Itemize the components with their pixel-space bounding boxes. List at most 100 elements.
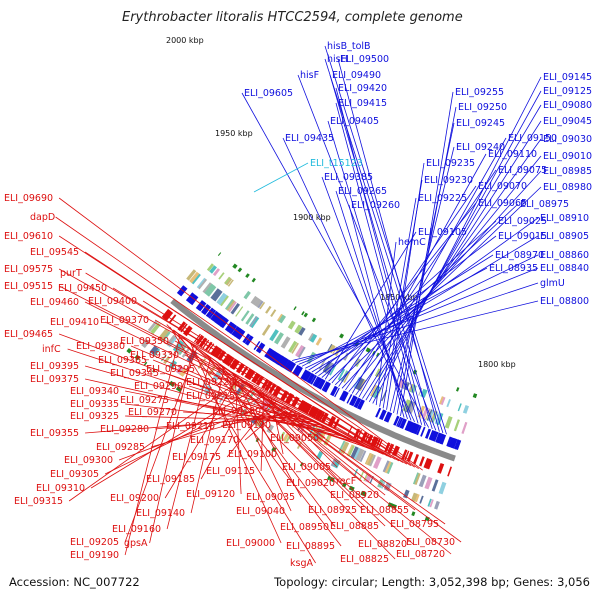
gene-label[interactable]: ELI_09260	[351, 200, 400, 211]
gene-label[interactable]: ELI_09105	[418, 227, 467, 238]
gene-label[interactable]: ELI_09170	[190, 435, 239, 446]
gene-label[interactable]: ELI_09415	[338, 98, 387, 109]
gene-label[interactable]: ELI_09300	[64, 455, 113, 466]
gene-label[interactable]: ELI_09010	[543, 151, 592, 162]
gene-label[interactable]: ELI_09130	[222, 420, 271, 431]
gene-label[interactable]: dapD	[30, 212, 55, 223]
gene-label[interactable]: ELI_09290	[134, 381, 183, 392]
gene-label[interactable]: purT	[60, 268, 82, 279]
gene-label[interactable]: hisF	[300, 70, 319, 81]
gene-label[interactable]: ELI_09310	[36, 483, 85, 494]
gene-label[interactable]: ELI_09395	[30, 361, 79, 372]
gene-label[interactable]: ELI_09250	[458, 102, 507, 113]
gene-label[interactable]: ELI_09315	[14, 496, 63, 507]
gene-label[interactable]: ELI_09115	[206, 466, 255, 477]
gene-label[interactable]: ELI_09355	[30, 428, 79, 439]
gene-label[interactable]: ELI_09265	[338, 186, 387, 197]
gene-label[interactable]: hisB_tolB	[327, 41, 371, 52]
gene-label[interactable]: ELI_09030	[543, 134, 592, 145]
gene-label[interactable]: ELI_09230	[424, 175, 473, 186]
gene-label[interactable]: ELI_09460	[30, 297, 79, 308]
gene-label[interactable]: ELI_08905	[540, 231, 589, 242]
gene-label[interactable]: ELI_09240	[456, 142, 505, 153]
gene-label[interactable]: ELI_08895	[286, 541, 335, 552]
gene-label[interactable]: glmU	[540, 278, 565, 289]
gene-label[interactable]: ELI_08720	[396, 549, 445, 560]
gene-label[interactable]: ELI_09150	[508, 133, 557, 144]
gene-label[interactable]: ELI_09220	[186, 377, 235, 388]
gene-label[interactable]: ELI_09280	[100, 424, 149, 435]
gene-label[interactable]: ELI_09140	[136, 508, 185, 519]
gene-label[interactable]: ELI_09500	[340, 54, 389, 65]
gene-label[interactable]: ELI_09420	[338, 83, 387, 94]
gene-label[interactable]: ELI_09210	[166, 421, 215, 432]
gene-label[interactable]: ELI_09450	[58, 283, 107, 294]
gene-label[interactable]: ELI_09435	[285, 133, 334, 144]
gene-label[interactable]: ELI_09405	[330, 116, 379, 127]
gene-label[interactable]: ELI_09015	[498, 231, 547, 242]
gene-label[interactable]: ELI_08975	[520, 199, 569, 210]
gene-label[interactable]: ELI_09515	[4, 281, 53, 292]
gene-label[interactable]: ELI_09200	[110, 493, 159, 504]
gene-label[interactable]: ELI_09400	[88, 296, 137, 307]
gene-label[interactable]: ELI_08800	[540, 296, 589, 307]
gene-label[interactable]: ELI_09465	[4, 329, 53, 340]
gene-label[interactable]: ELI_09325	[70, 411, 119, 422]
gene-label[interactable]: ELI_09205	[70, 537, 119, 548]
gene-label[interactable]: ELI_t15123	[310, 158, 363, 169]
gene-label[interactable]: hemC	[398, 237, 426, 248]
gene-label[interactable]: ELI_09185	[146, 474, 195, 485]
gene-label[interactable]: ELI_09270	[128, 407, 177, 418]
gene-label[interactable]: ELI_09000	[226, 538, 275, 549]
gene-label[interactable]: hisH	[327, 54, 348, 65]
gene-label[interactable]: ELI_08910	[540, 213, 589, 224]
gene-label[interactable]: ELI_09575	[4, 264, 53, 275]
gene-label[interactable]: ELI_09380	[76, 341, 125, 352]
gene-label[interactable]: ELI_09365	[98, 355, 147, 366]
gene-label[interactable]: ELI_09020	[286, 478, 335, 489]
gene-label[interactable]: ELI_09340	[70, 386, 119, 397]
gene-label[interactable]: gpsA	[124, 538, 148, 549]
gene-label[interactable]: ELI_08825	[340, 554, 389, 565]
gene-label[interactable]: ELI_09545	[30, 247, 79, 258]
gene-label[interactable]: ELI_09255	[455, 87, 504, 98]
gene-label[interactable]: ELI_09285	[96, 442, 145, 453]
gene-label[interactable]: ELI_08985	[543, 166, 592, 177]
gene-label[interactable]: ELI_09045	[543, 116, 592, 127]
gene-label[interactable]: ELI_09610	[4, 231, 53, 242]
gene-label[interactable]: ELI_09275	[120, 395, 169, 406]
gene-label[interactable]: ELI_08920	[330, 490, 379, 501]
gene-label[interactable]: ELI_08855	[360, 505, 409, 516]
gene-label[interactable]: ELI_09245	[456, 118, 505, 129]
gene-label[interactable]: ELI_08970	[495, 250, 544, 261]
gene-label[interactable]: ELI_08935	[489, 263, 538, 274]
gene-label[interactable]: ELI_08885	[330, 521, 379, 532]
gene-label[interactable]: ELI_09160	[112, 524, 161, 535]
gene-label[interactable]: ksgA	[290, 558, 313, 569]
gene-label[interactable]: ELI_09295	[146, 364, 195, 375]
gene-label[interactable]: ELI_09145	[543, 72, 592, 83]
gene-label[interactable]: ELI_09075	[498, 165, 547, 176]
gene-label[interactable]: ELI_09065	[478, 198, 527, 209]
gene-label[interactable]: ELI_08925	[308, 505, 357, 516]
gene-label[interactable]: ELI_09070	[478, 181, 527, 192]
gene-label[interactable]: ELI_08820	[358, 539, 407, 550]
gene-label[interactable]: ELI_09215	[186, 391, 235, 402]
gene-label[interactable]: ELI_08840	[540, 263, 589, 274]
gene-label[interactable]: ELI_09410	[50, 317, 99, 328]
gene-label[interactable]: ELI_09345	[110, 368, 159, 379]
gene-label[interactable]: ELI_09025	[498, 216, 547, 227]
gene-label[interactable]: infC	[42, 344, 61, 355]
gene-label[interactable]: ELI_09040	[236, 506, 285, 517]
gene-label[interactable]: ELI_09490	[332, 70, 381, 81]
gene-label[interactable]: ELI_09080	[543, 100, 592, 111]
gene-label[interactable]: ELI_09235	[426, 158, 475, 169]
gene-label[interactable]: ELI_09175	[172, 452, 221, 463]
gene-label[interactable]: ELI_09350	[120, 336, 169, 347]
gene-label[interactable]: ELI_09370	[100, 315, 149, 326]
gene-label[interactable]: ELI_09100	[228, 449, 277, 460]
gene-label[interactable]: ELI_09690	[4, 193, 53, 204]
gene-label[interactable]: ELI_08860	[540, 250, 589, 261]
gene-label[interactable]: ELI_09305	[50, 469, 99, 480]
gene-label[interactable]: ELI_09180	[212, 406, 261, 417]
